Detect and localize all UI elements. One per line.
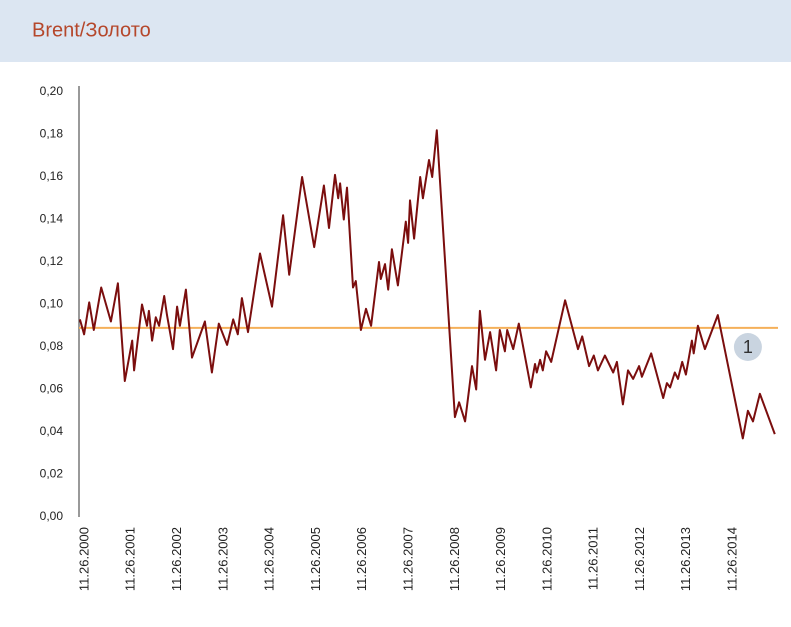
- y-tick-label: 0,08: [40, 339, 64, 353]
- x-tick-label: 11.26.2010: [539, 527, 554, 591]
- y-tick-label: 0,14: [40, 212, 64, 226]
- y-tick-label: 0,12: [40, 254, 64, 268]
- x-tick-label: 11.26.2012: [632, 527, 647, 591]
- x-tick-label: 11.26.2009: [493, 527, 508, 591]
- y-tick-label: 0,06: [40, 382, 64, 396]
- x-tick-label: 11.26.2011: [586, 527, 601, 590]
- x-tick-label: 11.26.2002: [169, 527, 184, 591]
- x-tick-label: 11.26.2007: [400, 527, 415, 591]
- data-line: [78, 129, 776, 440]
- chart-title: Brent/Золото: [32, 19, 151, 41]
- x-tick-label: 11.26.2003: [215, 527, 230, 591]
- annotation-marker: [733, 333, 762, 361]
- header: [0, 0, 791, 62]
- y-tick-label: 0,10: [40, 297, 64, 311]
- x-tick-label: 11.26.2006: [354, 527, 369, 591]
- y-tick-label: 0,02: [40, 467, 64, 481]
- x-tick-label: 11.26.2014: [725, 527, 740, 591]
- y-tick-label: 0,04: [40, 424, 64, 438]
- y-tick-label: 0,18: [40, 127, 64, 141]
- x-tick-label: 11.26.2005: [308, 527, 323, 591]
- y-tick-label: 0,16: [40, 169, 64, 183]
- y-tick-label: 0,00: [40, 509, 64, 523]
- x-tick-label: 11.26.2013: [678, 527, 693, 591]
- annotation-label: 1: [743, 337, 753, 357]
- x-tick-label: 11.26.2001: [123, 527, 138, 591]
- x-tick-label: 11.26.2008: [447, 527, 462, 591]
- x-tick-label: 11.26.2004: [262, 527, 277, 591]
- x-tick-label: 11.26.2000: [76, 527, 91, 591]
- y-tick-label: 0,20: [40, 84, 64, 98]
